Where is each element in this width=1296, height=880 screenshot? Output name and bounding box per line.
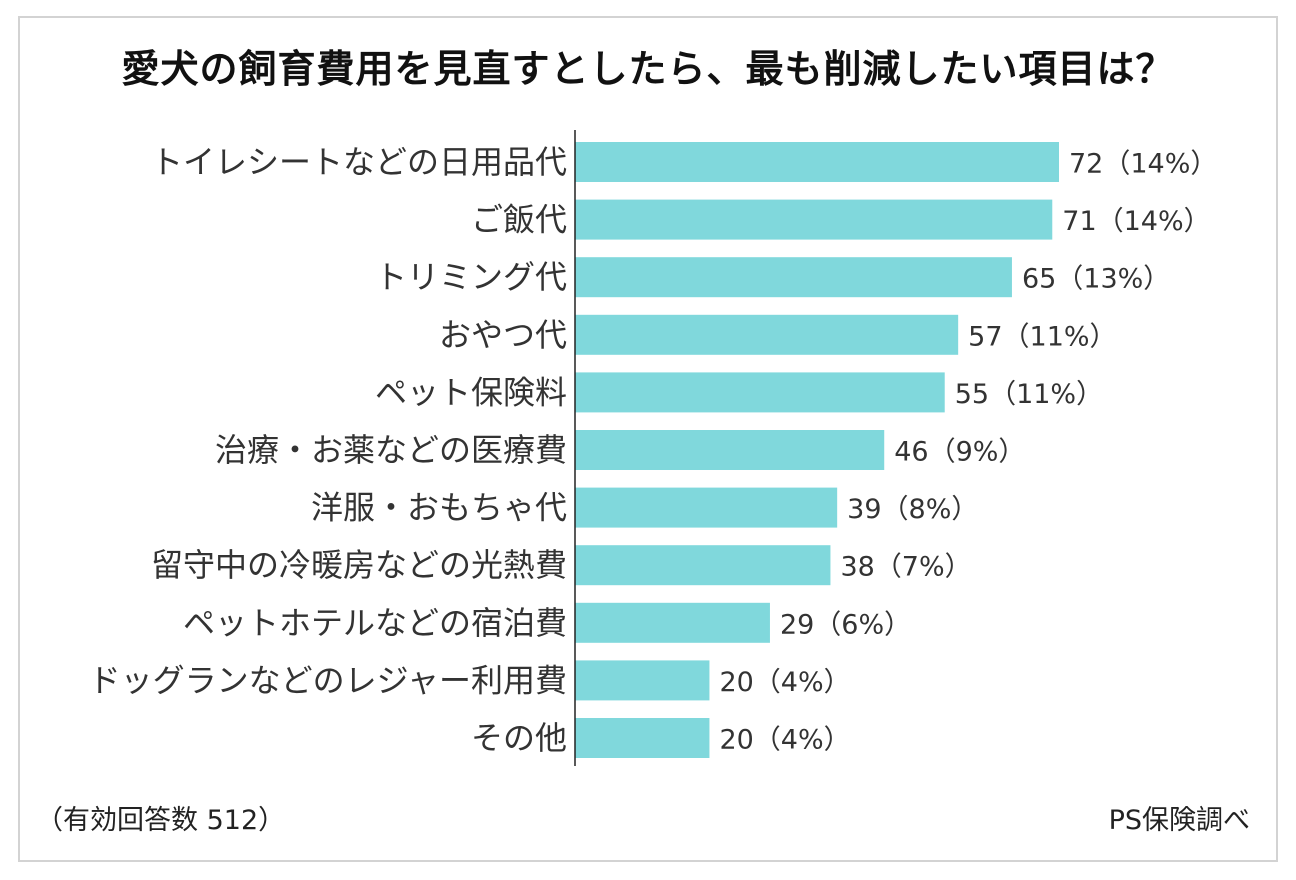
source-credit: PS保険調べ xyxy=(1108,805,1250,836)
bar xyxy=(575,487,838,528)
category-label: 留守中の冷暖房などの光熱費 xyxy=(151,546,567,584)
category-label: ペットホテルなどの宿泊費 xyxy=(183,604,567,642)
value-label: 55（11%） xyxy=(955,379,1103,410)
bar xyxy=(575,718,710,758)
category-label: トリミング代 xyxy=(375,258,567,296)
value-label: 71（14%） xyxy=(1062,206,1210,237)
value-label: 39（8%） xyxy=(847,494,978,525)
category-label: ペット保険料 xyxy=(375,373,567,411)
bar xyxy=(575,372,945,413)
value-label: 65（13%） xyxy=(1022,264,1170,295)
value-label: 38（7%） xyxy=(840,552,971,583)
value-label: 29（6%） xyxy=(780,609,911,640)
category-label: トイレシートなどの日用品代 xyxy=(151,143,567,181)
bar xyxy=(575,142,1059,182)
bar xyxy=(575,257,1012,298)
category-label: 治療・お薬などの医療費 xyxy=(215,431,567,469)
value-label: 20（4%） xyxy=(719,667,850,698)
bar xyxy=(575,545,831,586)
bar xyxy=(575,430,885,470)
value-label: 46（9%） xyxy=(894,437,1025,468)
category-label: ドッグランなどのレジャー利用費 xyxy=(89,661,567,699)
value-label: 57（11%） xyxy=(968,321,1116,352)
chart-title: 愛犬の飼育費用を見直すとしたら、最も削減したい項目は？ xyxy=(121,47,1175,91)
category-label: 洋服・おもちゃ代 xyxy=(311,489,567,527)
value-label: 72（14%） xyxy=(1069,149,1217,180)
category-label: その他 xyxy=(471,719,567,757)
category-label: ご飯代 xyxy=(471,201,567,239)
category-label: おやつ代 xyxy=(439,316,567,354)
bar xyxy=(575,660,710,701)
bar xyxy=(575,602,770,643)
response-count-note: （有効回答数 512） xyxy=(36,805,286,836)
bar xyxy=(575,199,1053,240)
bar xyxy=(575,314,959,355)
value-label: 20（4%） xyxy=(719,725,850,756)
